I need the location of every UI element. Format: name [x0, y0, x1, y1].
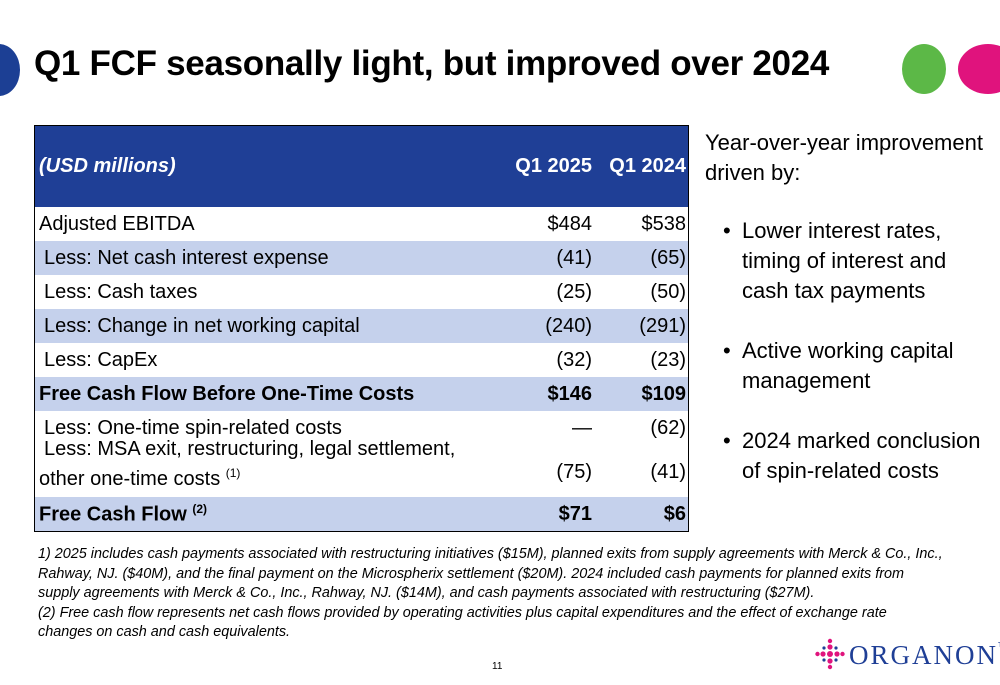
- table-row-working-capital: Less: Change in net working capital (240…: [35, 309, 688, 343]
- table-row-adjusted-ebitda: Adjusted EBITDA $484 $538: [35, 207, 688, 241]
- row-label: Free Cash Flow (2): [35, 502, 498, 527]
- bullet-icon: •: [723, 218, 731, 243]
- organon-cross-icon: [815, 638, 845, 670]
- row-value-q1-2024: (50): [650, 280, 686, 303]
- header-units-label: (USD millions): [39, 155, 176, 177]
- table-row-msa-exit-costs: Less: MSA exit, restructuring, legal set…: [35, 438, 688, 497]
- row-label: Less: Net cash interest expense: [44, 246, 329, 269]
- row-label: Less: Cash taxes: [44, 280, 198, 303]
- header-col-q1-2024: Q1 2024: [609, 155, 686, 177]
- row-label: Less: CapEx: [44, 348, 158, 371]
- commentary-intro: Year-over-year improvement driven by:: [705, 130, 983, 185]
- row-value-q1-2024: (41): [650, 460, 686, 483]
- row-label: Less: Change in net working capital: [44, 314, 360, 337]
- row-value-q1-2025: $71: [558, 502, 592, 525]
- row-value-q1-2025: (240): [545, 314, 592, 337]
- row-value-q1-2024: (62): [650, 416, 686, 439]
- list-item: • 2024 marked conclusion of spin-related …: [705, 426, 995, 486]
- page-number: 11: [492, 661, 503, 672]
- slide-title: Q1 FCF seasonally light, but improved ov…: [34, 44, 830, 83]
- row-value-q1-2025: $146: [547, 382, 593, 405]
- commentary-panel: Year-over-year improvement driven by: • L…: [705, 128, 995, 516]
- bullet-text: Lower interest rates, timing of interest…: [742, 218, 947, 303]
- decorative-pink-circle: [958, 44, 1000, 94]
- free-cash-flow-table: (USD millions) Q1 2025 Q1 2024 Adjusted …: [34, 125, 689, 532]
- decorative-green-circle: [902, 44, 946, 94]
- list-item: • Active working capital management: [705, 336, 995, 396]
- bullet-icon: •: [723, 338, 731, 363]
- row-value-q1-2025: (32): [556, 348, 592, 371]
- decorative-blue-circle: [0, 44, 20, 96]
- row-value-q1-2025: (41): [556, 246, 592, 269]
- row-value-q1-2025: —: [572, 416, 592, 439]
- row-value-q1-2025: $484: [547, 212, 593, 235]
- row-label-text: Free Cash Flow: [39, 503, 187, 526]
- footnote-1: 1) 2025 includes cash payments associate…: [38, 546, 943, 602]
- row-value-q1-2024: $109: [641, 382, 687, 405]
- table-row-cash-taxes: Less: Cash taxes (25) (50): [35, 275, 688, 309]
- logo-trademark: TM: [998, 642, 1000, 649]
- row-value-q1-2025: (25): [556, 280, 592, 303]
- row-label: Free Cash Flow Before One-Time Costs: [39, 382, 415, 405]
- logo-wordmark: ORGANON: [849, 639, 998, 670]
- organon-logo: ORGANON TM: [815, 638, 1000, 672]
- row-label: Less: One-time spin-related costs: [44, 416, 342, 439]
- table-header-row: (USD millions) Q1 2025 Q1 2024: [35, 126, 688, 207]
- row-value-q1-2024: (291): [639, 314, 686, 337]
- bullet-icon: •: [723, 428, 731, 453]
- row-label: Adjusted EBITDA: [39, 212, 195, 235]
- bullet-text: 2024 marked conclusion of spin-related c…: [742, 428, 981, 483]
- header-col-q1-2025: Q1 2025: [515, 155, 592, 177]
- footnotes: 1) 2025 includes cash payments associate…: [38, 545, 943, 643]
- row-label: Less: MSA exit, restructuring, legal set…: [35, 437, 498, 491]
- row-value-q1-2025: (75): [556, 460, 592, 483]
- table-row-spin-costs: Less: One-time spin-related costs — (62): [35, 411, 688, 445]
- bullet-text: Active working capital management: [742, 338, 954, 393]
- table-row-fcf-before-one-time: Free Cash Flow Before One-Time Costs $14…: [35, 377, 688, 411]
- row-value-q1-2024: $538: [641, 212, 687, 235]
- table-row-free-cash-flow: Free Cash Flow (2) $71 $6: [35, 497, 688, 531]
- table-row-capex: Less: CapEx (32) (23): [35, 343, 688, 377]
- row-value-q1-2024: $6: [663, 502, 686, 525]
- commentary-bullets: • Lower interest rates, timing of interes…: [705, 216, 995, 486]
- list-item: • Lower interest rates, timing of interes…: [705, 216, 995, 306]
- row-value-q1-2024: (65): [650, 246, 686, 269]
- footnote-ref: (1): [225, 466, 241, 481]
- table-row-interest-expense: Less: Net cash interest expense (41) (65…: [35, 241, 688, 275]
- footnote-ref: (2): [192, 501, 208, 516]
- row-label-text: Less: MSA exit, restructuring, legal set…: [39, 438, 456, 490]
- footnote-2: (2) Free cash flow represents net cash f…: [38, 604, 887, 641]
- row-value-q1-2024: (23): [650, 348, 686, 371]
